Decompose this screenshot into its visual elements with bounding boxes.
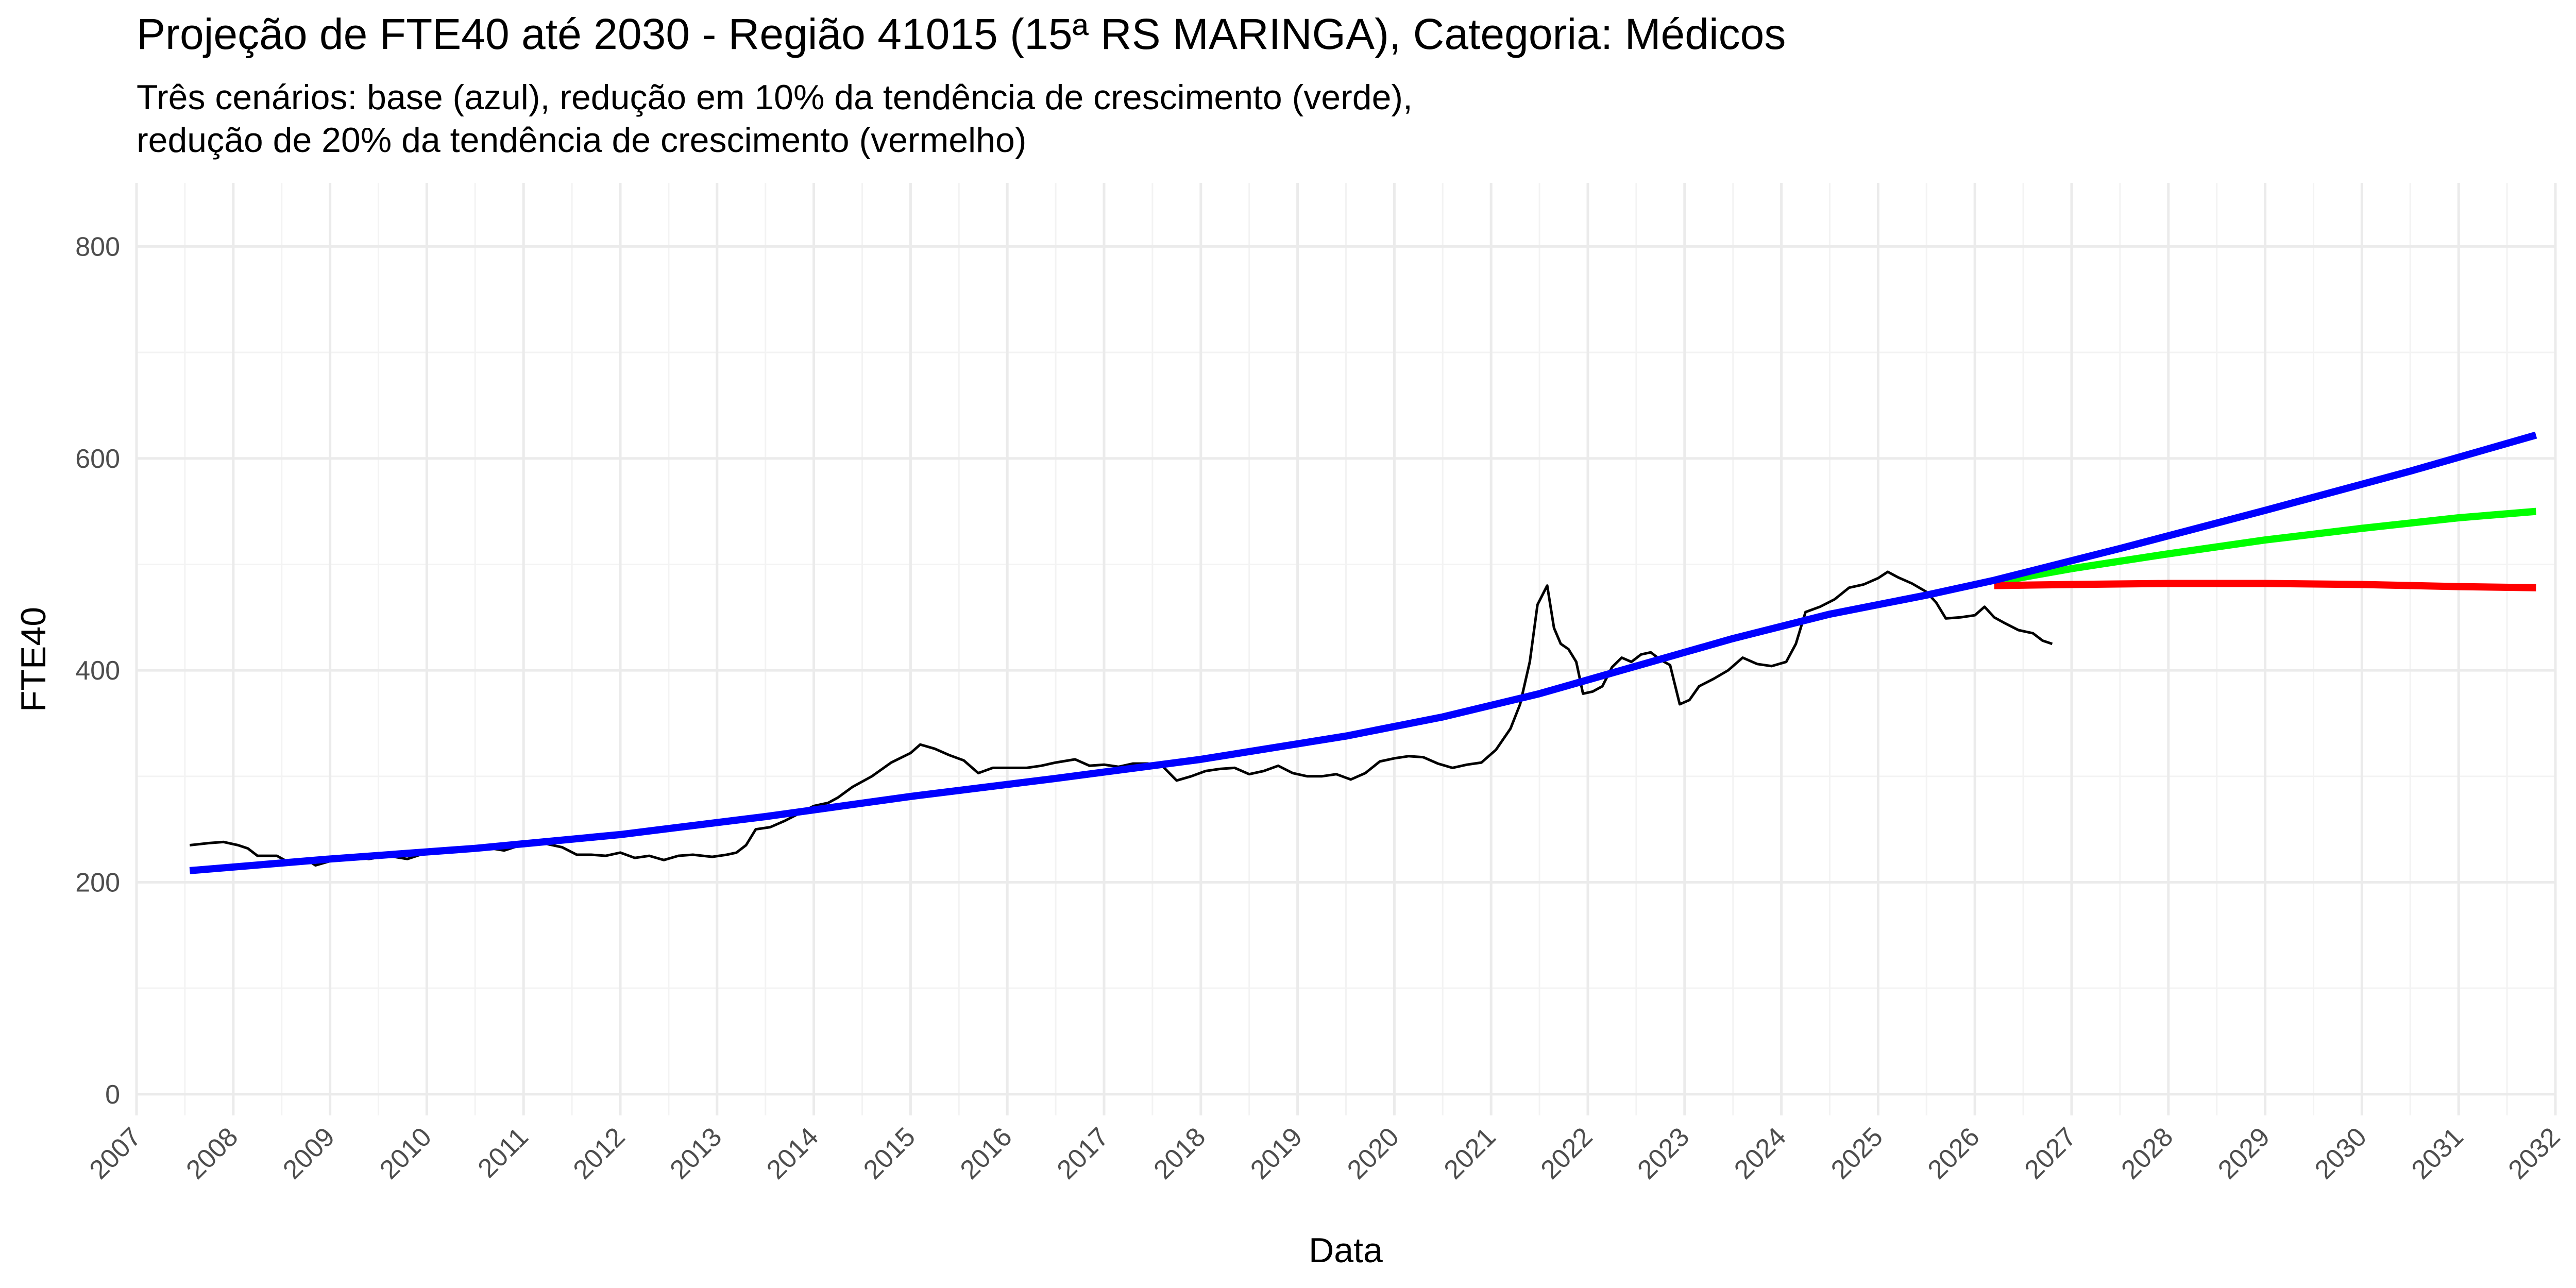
x-tick-label: 2011 (472, 1122, 534, 1183)
x-tick-label: 2007 (84, 1122, 147, 1185)
x-tick-label: 2018 (1148, 1122, 1211, 1185)
x-tick-label: 2013 (664, 1122, 727, 1185)
x-tick-label: 2032 (2503, 1122, 2566, 1185)
x-tick-label: 2019 (1245, 1122, 1308, 1185)
x-tick-label: 2020 (1342, 1122, 1405, 1185)
chart-subtitle-line-1: Três cenários: base (azul), redução em 1… (137, 78, 1413, 117)
series-line-base (189, 431, 2537, 874)
series-layer (189, 431, 2537, 874)
x-tick-label: 2017 (1052, 1122, 1115, 1185)
x-tick-label: 2026 (1922, 1122, 1986, 1185)
x-tick-label: 2016 (955, 1122, 1018, 1185)
series-line-red (1994, 580, 2536, 591)
x-tick-label: 2023 (1632, 1122, 1695, 1185)
x-tick-label: 2025 (1825, 1122, 1889, 1185)
x-tick-label: 2030 (2309, 1122, 2372, 1185)
x-tick-label: 2008 (180, 1122, 244, 1185)
x-axis-ticks: 2007 2008 2009 2010 2011 2012 2013 2014 2015 2016… (84, 1122, 2566, 1185)
x-tick-label: 2022 (1535, 1122, 1599, 1185)
x-tick-label: 2028 (2115, 1122, 2179, 1185)
series-line-green (1993, 507, 2536, 586)
y-tick-label: 200 (75, 868, 120, 898)
y-tick-label: 0 (105, 1080, 120, 1110)
y-tick-label: 400 (75, 656, 120, 686)
x-tick-label: 2031 (2406, 1122, 2469, 1185)
grid (135, 183, 2557, 1115)
y-axis-ticks: 0 200 400 600 800 (75, 232, 120, 1109)
x-tick-label: 2021 (1438, 1122, 1502, 1185)
x-tick-label: 2014 (761, 1122, 824, 1185)
x-tick-label: 2024 (1728, 1122, 1792, 1185)
x-tick-label: 2009 (277, 1122, 341, 1185)
y-tick-label: 600 (75, 444, 120, 474)
chart-title: Projeção de FTE40 até 2030 - Região 4101… (137, 10, 1786, 58)
x-tick-label: 2012 (568, 1122, 631, 1185)
x-tick-label: 2010 (374, 1122, 437, 1185)
series-line-observed (190, 570, 2053, 867)
y-axis-title: FTE40 (14, 607, 53, 712)
x-tick-label: 2015 (858, 1122, 921, 1185)
x-tick-label: 2029 (2212, 1122, 2276, 1185)
chart-subtitle-line-2: redução de 20% da tendência de crescimen… (137, 121, 1026, 160)
y-tick-label: 800 (75, 232, 120, 262)
x-axis-title: Data (1309, 1231, 1383, 1270)
x-tick-label: 2027 (2019, 1122, 2082, 1185)
